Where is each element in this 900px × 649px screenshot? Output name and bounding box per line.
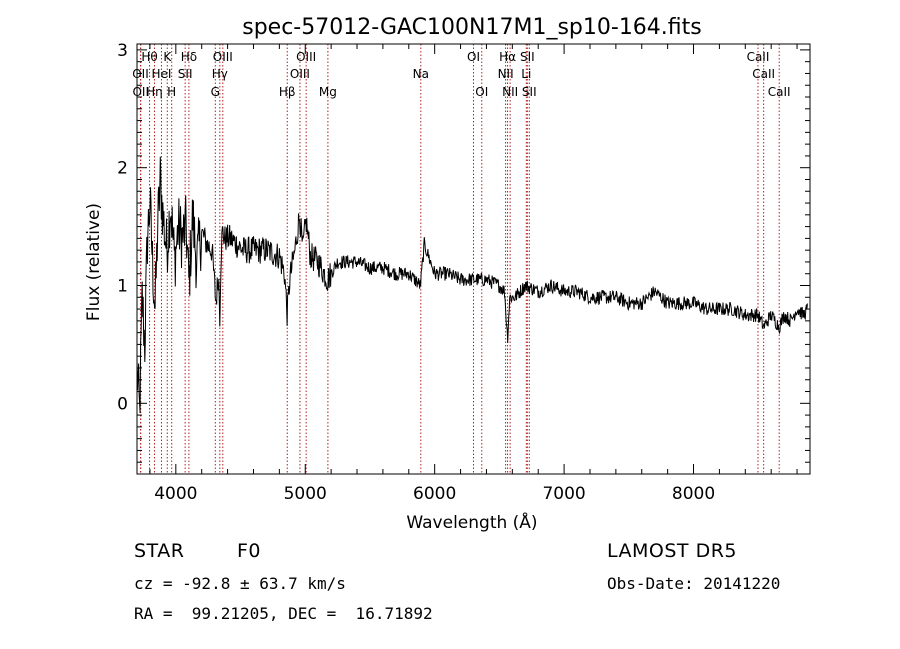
line-label-19: NII: [498, 67, 514, 81]
x-tick-label-8000: 8000: [672, 484, 715, 504]
line-label-14: OIII: [296, 50, 316, 64]
line-label-9: OIII: [213, 50, 233, 64]
line-label-4: HeI: [151, 67, 171, 81]
line-label-3: Hη: [146, 85, 163, 99]
spectrum-line: [136, 156, 808, 414]
survey-name: LAMOST DR5: [607, 540, 737, 562]
x-axis-ticks: 4000 5000 6000 7000 8000: [149, 44, 798, 504]
line-label-16: Na: [413, 67, 429, 81]
y-axis-ticks: 0 1 2 3: [117, 41, 810, 463]
line-label-21: NII: [502, 85, 518, 99]
chart-title: spec-57012-GAC100N17M1_sp10-164.fits: [242, 15, 702, 40]
line-label-10: Hγ: [212, 67, 228, 81]
line-label-20: Hα: [499, 50, 516, 64]
y-tick-label-1: 1: [117, 277, 128, 297]
line-label-24: SII: [522, 85, 537, 99]
line-label-5: K: [163, 50, 172, 64]
line-label-27: CaII: [768, 85, 791, 99]
line-label-25: CaII: [747, 50, 770, 64]
line-label-6: H: [167, 85, 176, 99]
line-label-13: OIII: [290, 67, 310, 81]
line-markers: [139, 44, 780, 474]
line-label-15: Mg: [319, 85, 337, 99]
x-axis-label: Wavelength (Å): [406, 511, 537, 533]
object-subclass: F0: [237, 540, 262, 562]
y-axis-label: Flux (relative): [84, 203, 104, 321]
y-tick-label-0: 0: [117, 394, 128, 414]
line-label-8: Hδ: [181, 50, 197, 64]
line-label-26: CaII: [752, 67, 775, 81]
object-class: STAR: [134, 540, 185, 562]
x-tick-label-6000: 6000: [413, 484, 456, 504]
x-tick-label-4000: 4000: [154, 484, 197, 504]
line-label-17: OI: [467, 50, 480, 64]
line-label-1: OII: [132, 67, 149, 81]
coordinates: RA = 99.21205, DEC = 16.71892: [134, 604, 433, 623]
observation-date: Obs-Date: 20141220: [607, 574, 781, 593]
y-tick-label-3: 3: [117, 41, 128, 61]
redshift-cz: cz = -92.8 ± 63.7 km/s: [134, 574, 346, 593]
line-label-23: Li: [521, 67, 531, 81]
y-tick-label-2: 2: [117, 159, 128, 179]
line-label-7: SII: [178, 67, 193, 81]
line-label-0: Hθ: [141, 50, 157, 64]
x-tick-label-5000: 5000: [284, 484, 327, 504]
x-tick-label-7000: 7000: [542, 484, 585, 504]
line-label-12: Hβ: [279, 85, 296, 99]
plot-frame: [136, 43, 811, 475]
line-label-22: SII: [520, 50, 535, 64]
line-label-11: G: [211, 85, 220, 99]
line-label-18: OI: [475, 85, 488, 99]
